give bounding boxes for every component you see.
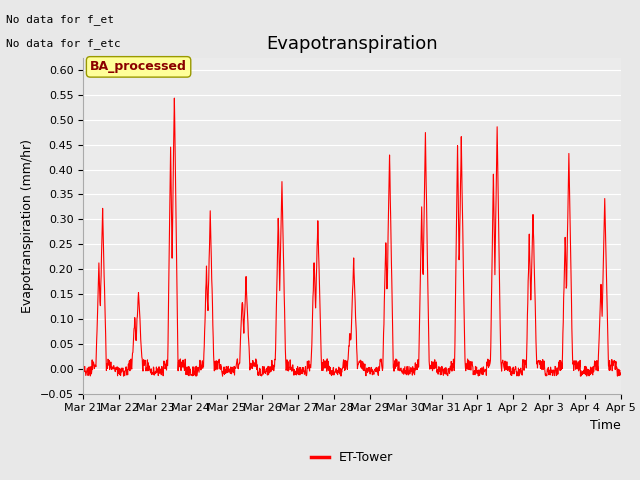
X-axis label: Time: Time [590, 419, 621, 432]
Legend: ET-Tower: ET-Tower [305, 446, 399, 469]
Text: No data for f_et: No data for f_et [6, 14, 115, 25]
Text: No data for f_etc: No data for f_etc [6, 38, 121, 49]
Y-axis label: Evapotranspiration (mm/hr): Evapotranspiration (mm/hr) [21, 139, 34, 312]
Title: Evapotranspiration: Evapotranspiration [266, 35, 438, 53]
Text: BA_processed: BA_processed [90, 60, 187, 73]
